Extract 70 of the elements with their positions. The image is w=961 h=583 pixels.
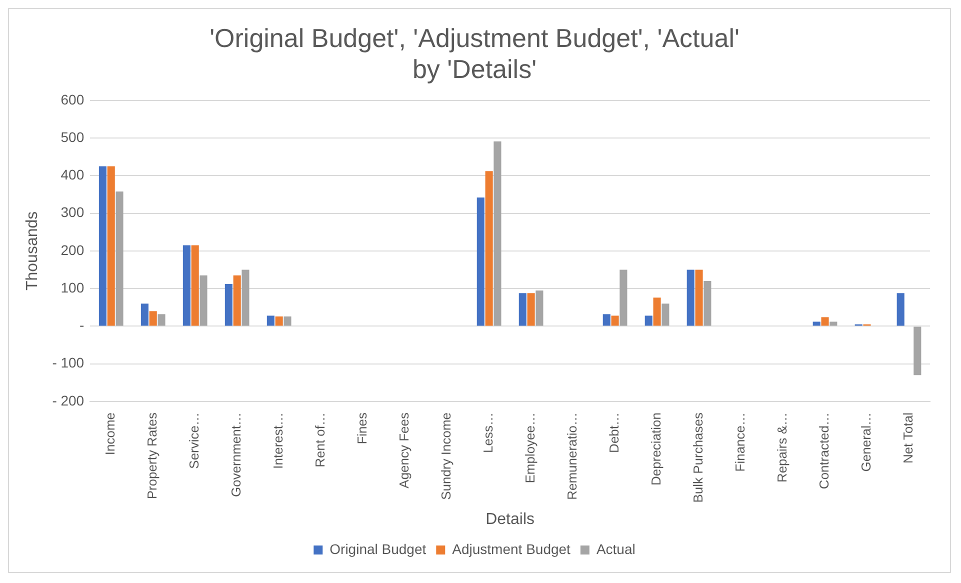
x-tick-label: Repairs &… <box>774 412 790 483</box>
bar <box>644 316 652 326</box>
bar <box>821 317 829 326</box>
x-tick-label: Remuneratio… <box>564 412 580 500</box>
bar <box>812 322 820 326</box>
bar <box>191 245 199 326</box>
bar <box>830 322 838 326</box>
x-tick-label: Sundry Income <box>438 412 454 500</box>
y-tick-label: 200 <box>60 242 84 258</box>
bar <box>914 326 922 376</box>
bar <box>896 293 904 326</box>
y-tick-label: - 200 <box>52 392 84 408</box>
legend-label: Adjustment Budget <box>452 540 571 557</box>
bar <box>695 270 703 326</box>
y-tick-label: 100 <box>60 279 84 296</box>
x-tick-label: Less… <box>480 412 496 453</box>
bar <box>107 166 115 326</box>
x-tick-label: Net Total <box>900 412 916 464</box>
y-tick-label: - 100 <box>52 354 84 371</box>
x-tick-label: Agency Fees <box>396 412 412 488</box>
x-tick-label: Depreciation <box>648 412 664 486</box>
bar <box>98 166 106 326</box>
bar <box>233 275 241 326</box>
bar <box>611 316 619 326</box>
bar <box>182 245 190 326</box>
bar <box>662 304 670 326</box>
x-tick-label: Property Rates <box>144 412 160 500</box>
bar <box>527 293 535 326</box>
x-tick-label: Bulk Purchases <box>690 412 706 503</box>
bar <box>494 141 502 326</box>
x-tick-label: Service… <box>186 412 202 469</box>
bar <box>158 314 166 326</box>
bar <box>536 290 544 326</box>
y-tick-label: - <box>79 317 84 334</box>
bar <box>704 281 712 326</box>
bar <box>242 270 250 326</box>
bar <box>620 270 628 326</box>
x-tick-label: Government… <box>228 412 244 498</box>
x-tick-label: Contracted… <box>816 412 832 490</box>
bar <box>140 304 148 326</box>
y-axis-title: Thousands <box>24 211 42 291</box>
bar <box>686 270 694 326</box>
bar <box>518 293 526 326</box>
bar <box>149 311 157 326</box>
x-axis-title: Details <box>486 510 535 528</box>
y-tick-label: 500 <box>60 128 84 145</box>
bar <box>275 316 283 326</box>
bar <box>476 198 484 326</box>
bar <box>224 284 232 326</box>
legend-label: Original Budget <box>330 540 426 557</box>
bar <box>284 316 292 326</box>
x-tick-label: General… <box>858 412 874 472</box>
x-tick-label: Fines <box>354 412 370 444</box>
x-tick-label: Employee… <box>522 412 538 484</box>
y-tick-label: 600 <box>60 91 84 108</box>
bar <box>266 316 274 326</box>
bar <box>485 171 493 326</box>
bar <box>116 191 124 326</box>
chart-title: 'Original Budget', 'Adjustment Budget', 'Actual' by 'Details' <box>210 22 740 84</box>
x-tick-label: Finance… <box>732 412 748 472</box>
bar <box>602 314 610 326</box>
bar <box>200 275 208 326</box>
x-tick-label: Income <box>102 412 118 456</box>
bar <box>653 298 661 326</box>
legend-label: Actual <box>596 540 636 557</box>
y-tick-label: 400 <box>60 166 84 183</box>
x-tick-label: Interest… <box>270 412 286 469</box>
x-tick-label: Rent of… <box>312 412 328 468</box>
y-tick-label: 300 <box>60 204 84 220</box>
x-tick-label: Debt… <box>606 412 622 453</box>
